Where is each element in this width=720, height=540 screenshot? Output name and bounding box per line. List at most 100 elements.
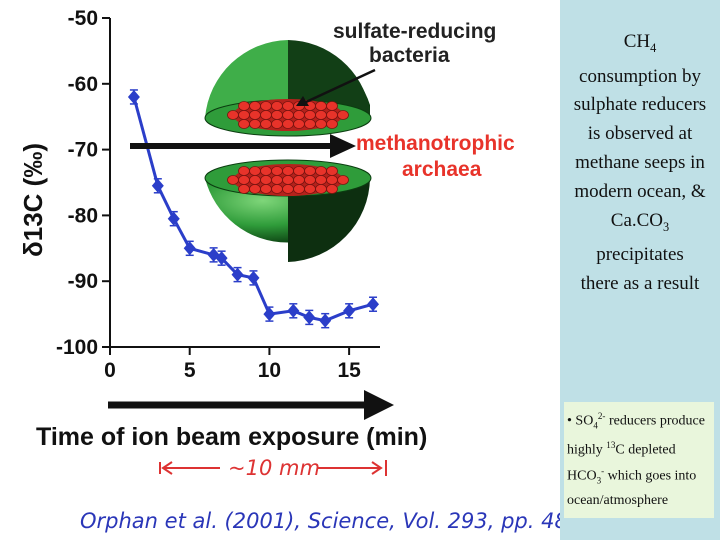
archaea-cell (282, 101, 294, 111)
archaea-cell (249, 119, 261, 129)
archaea-cell (238, 101, 250, 111)
archaea-cell (249, 110, 261, 120)
data-point (183, 241, 196, 256)
y-axis-label: δ13C (‰) (18, 143, 48, 257)
data-point (247, 270, 260, 285)
archaea-cell (293, 184, 305, 194)
archaea-cell (260, 101, 272, 111)
archaea-cell (271, 184, 283, 194)
archaea-cell (238, 175, 250, 185)
bacteria-pointer (305, 68, 376, 104)
archaea-cell (260, 175, 272, 185)
archaea-cell (304, 166, 316, 176)
archaea-cell (238, 119, 250, 129)
archaea-cell (271, 175, 283, 185)
data-point (167, 211, 180, 226)
data-point (263, 307, 276, 322)
x-tick-label: 10 (258, 359, 281, 382)
archaea-cell (293, 175, 305, 185)
archaea-cell (271, 110, 283, 120)
archaea-cell (326, 184, 338, 194)
archaea-cell (337, 110, 349, 120)
archaea-cell (315, 166, 327, 176)
data-point (215, 251, 228, 266)
x-tick-label: 5 (184, 359, 196, 382)
archaea-cell (282, 119, 294, 129)
annotation-archaea-line2: archaea (402, 158, 482, 181)
archaea-cell (293, 166, 305, 176)
archaea-cell (282, 175, 294, 185)
side-line3: precipitates there as a result (580, 244, 700, 294)
x-tick-label: 15 (337, 359, 361, 382)
scale-label: ~10 mm (228, 456, 320, 480)
annotation-bacteria-line2: bacteria (369, 44, 450, 67)
archaea-cell (315, 110, 327, 120)
archaea-cell (293, 119, 305, 129)
y-tick-label: -80 (68, 204, 98, 227)
data-point (367, 297, 380, 312)
y-tick-label: -50 (68, 7, 98, 30)
archaea-cell (315, 184, 327, 194)
bacteria-pointer-head (296, 96, 309, 106)
archaea-cell (271, 166, 283, 176)
side-line2: consumption by sulphate reducers is obse… (573, 65, 707, 202)
ch4-line: CH4 (623, 31, 657, 55)
data-point (303, 310, 316, 325)
archaea-cell (282, 110, 294, 120)
data-point (127, 89, 140, 104)
data-point (343, 303, 356, 318)
archaea-cell (304, 175, 316, 185)
archaea-cell (249, 184, 261, 194)
annotation-archaea-line1: methanotrophic (356, 132, 515, 155)
scale-bar (159, 460, 387, 476)
archaea-cell (326, 119, 338, 129)
side-main-text: CH4 consumption by sulphate reducers is … (560, 28, 720, 299)
archaea-cell (326, 166, 338, 176)
archaea-cells-top (227, 101, 349, 129)
archaea-cell (304, 119, 316, 129)
caco3-line: Ca.CO3 (610, 209, 670, 234)
archaea-cell (249, 175, 261, 185)
time-arrow-icon (108, 390, 394, 420)
y-ticks: -50 -60 -70 -80 -90 -100 (56, 7, 110, 359)
x-axis-label: Time of ion beam exposure (min) (36, 423, 427, 451)
x-ticks: 0 5 10 15 (104, 347, 361, 382)
archaea-cell (238, 166, 250, 176)
archaea-cell (326, 101, 338, 111)
x-tick-label: 0 (104, 359, 116, 382)
archaea-cell (271, 119, 283, 129)
archaea-cell (282, 166, 294, 176)
archaea-cell (238, 184, 250, 194)
archaea-cell (227, 110, 239, 120)
data-point (231, 267, 244, 282)
archaea-cell (315, 119, 327, 129)
side-panel: CH4 consumption by sulphate reducers is … (560, 0, 720, 540)
y-tick-label: -70 (68, 139, 98, 162)
archaea-cell (260, 119, 272, 129)
archaea-cell (293, 110, 305, 120)
archaea-cell (315, 175, 327, 185)
archaea-cell (337, 175, 349, 185)
archaea-cells-bottom (227, 166, 349, 194)
archaea-cell (282, 184, 294, 194)
archaea-cell (304, 184, 316, 194)
archaea-cell (326, 175, 338, 185)
data-point (287, 303, 300, 318)
y-tick-label: -60 (68, 73, 98, 96)
archaea-cell (238, 110, 250, 120)
y-tick-label: -100 (56, 336, 98, 359)
archaea-cell (249, 101, 261, 111)
archaea-cell (315, 101, 327, 111)
data-point (151, 178, 164, 193)
data-point (319, 313, 332, 328)
archaea-cell (271, 101, 283, 111)
citation: Orphan et al. (2001), Science, Vol. 293,… (80, 509, 560, 533)
series-line (127, 89, 380, 329)
archaea-cell (304, 110, 316, 120)
archaea-cell (326, 110, 338, 120)
center-arrow-icon (130, 134, 356, 158)
archaea-cell (249, 166, 261, 176)
archaea-cell (227, 175, 239, 185)
y-tick-label: -90 (68, 270, 98, 293)
archaea-cell (260, 166, 272, 176)
